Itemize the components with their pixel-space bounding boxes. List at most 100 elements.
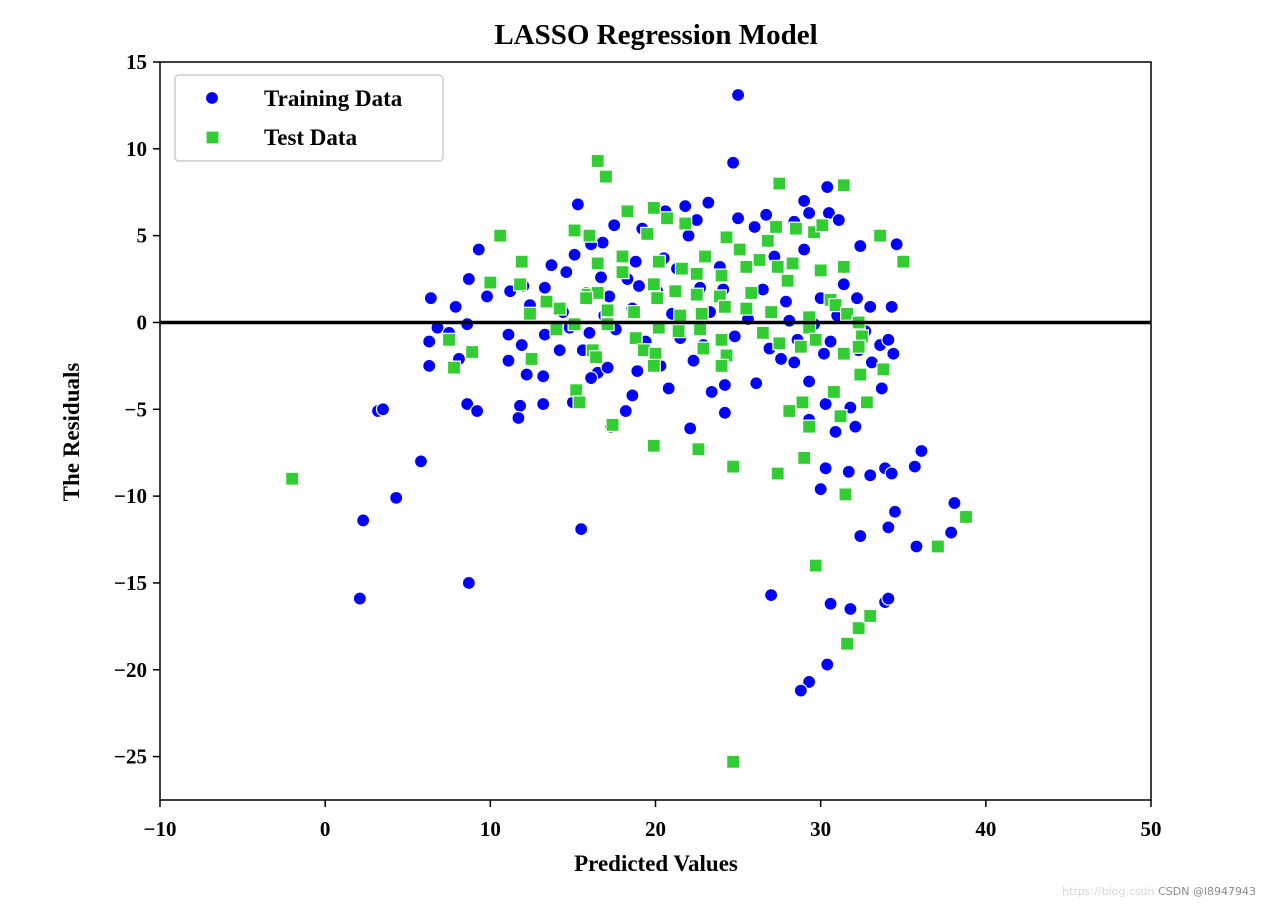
training-point <box>881 332 896 347</box>
test-point <box>646 438 661 453</box>
training-point <box>889 237 904 252</box>
training-point <box>820 657 835 672</box>
test-point <box>896 254 911 269</box>
test-point <box>714 358 729 373</box>
training-point <box>820 179 835 195</box>
test-point <box>549 322 564 337</box>
training-point <box>907 459 922 474</box>
test-point <box>828 298 843 313</box>
test-point <box>620 204 635 219</box>
training-point <box>717 377 732 393</box>
test-point <box>764 304 779 320</box>
y-tick-label: 15 <box>126 50 147 74</box>
training-point <box>683 421 698 436</box>
training-point <box>630 363 645 379</box>
training-point <box>818 396 833 412</box>
test-point <box>726 459 741 474</box>
test-point <box>514 254 529 269</box>
legend-marker-test <box>205 130 220 145</box>
training-point <box>570 197 585 212</box>
scatter-markers <box>285 87 974 769</box>
test-point <box>863 608 878 624</box>
test-point <box>726 754 741 769</box>
training-point <box>628 254 643 269</box>
test-point <box>782 403 797 419</box>
test-point <box>732 242 747 257</box>
test-point <box>836 178 851 193</box>
x-tick-label: 20 <box>645 817 666 841</box>
test-point <box>836 259 851 275</box>
test-point <box>626 304 642 320</box>
training-point <box>618 403 633 419</box>
training-point <box>778 294 794 309</box>
test-point <box>441 332 457 347</box>
test-point <box>285 471 300 486</box>
test-point <box>674 261 690 276</box>
training-point <box>823 334 838 349</box>
training-point <box>884 466 899 481</box>
test-point <box>876 362 891 377</box>
training-point <box>818 461 833 476</box>
training-point <box>843 601 858 617</box>
test-point <box>605 417 620 433</box>
test-point <box>689 287 704 302</box>
watermark-text: CSDN @l8947943 <box>1158 885 1256 898</box>
y-tick-label: 10 <box>126 137 147 161</box>
training-point <box>583 370 599 386</box>
training-point <box>559 265 574 280</box>
y-tick-label: −10 <box>114 484 147 508</box>
test-point <box>567 223 582 238</box>
test-point <box>673 308 688 323</box>
training-point <box>874 381 889 396</box>
training-point <box>448 299 463 314</box>
training-point <box>717 405 732 420</box>
training-point <box>678 199 693 214</box>
training-point <box>471 242 486 257</box>
training-point <box>886 346 901 361</box>
test-point <box>839 636 855 651</box>
test-point <box>446 360 462 375</box>
test-point <box>465 344 480 360</box>
test-point <box>628 330 643 346</box>
test-point <box>772 336 787 351</box>
training-point <box>607 218 622 233</box>
training-point <box>793 683 808 698</box>
training-point <box>727 329 742 344</box>
x-tick-label: 50 <box>1141 817 1162 841</box>
test-point <box>650 291 665 306</box>
training-point <box>813 482 828 497</box>
training-point <box>536 369 551 384</box>
y-tick-label: −15 <box>114 571 147 595</box>
training-point <box>574 522 589 537</box>
test-point <box>714 332 729 347</box>
test-point <box>752 252 767 268</box>
training-point <box>514 337 529 353</box>
training-point <box>479 289 495 304</box>
test-point <box>671 324 686 339</box>
test-point <box>697 249 713 264</box>
training-point <box>802 205 817 221</box>
test-point <box>808 332 823 347</box>
y-axis-label: The Residuals <box>59 363 84 502</box>
test-point <box>930 539 946 554</box>
test-point <box>646 277 661 292</box>
test-point <box>615 249 630 264</box>
training-point <box>849 291 865 306</box>
test-point <box>582 228 597 243</box>
legend-box <box>174 74 444 162</box>
test-point <box>839 306 855 321</box>
test-point <box>590 256 605 271</box>
training-point <box>661 381 676 396</box>
test-point <box>853 367 868 382</box>
test-point <box>646 358 661 373</box>
test-point <box>793 339 808 354</box>
training-point <box>422 358 437 373</box>
test-point <box>539 294 554 309</box>
training-point <box>828 424 843 439</box>
training-point <box>823 596 838 611</box>
training-point <box>848 419 863 434</box>
test-point <box>744 285 759 301</box>
training-point <box>595 235 610 250</box>
test-point <box>579 291 594 306</box>
